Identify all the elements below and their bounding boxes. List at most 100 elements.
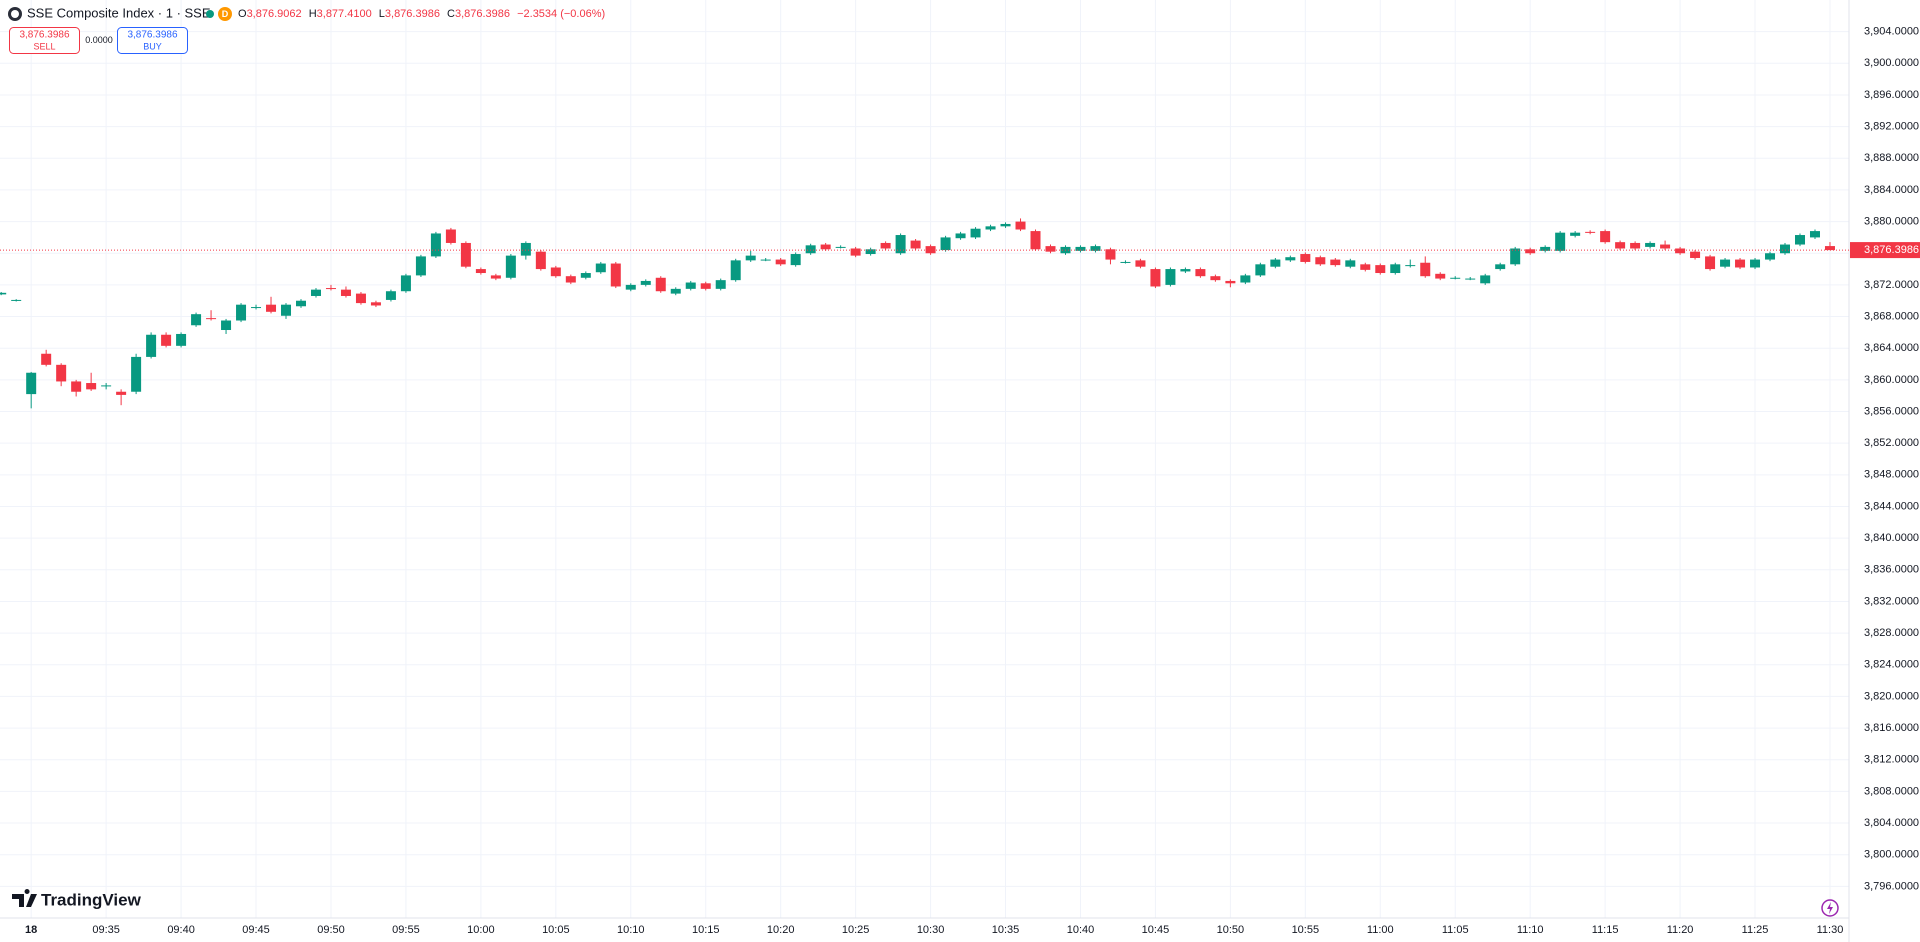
- y-tick-label: 3,856.0000: [1864, 405, 1919, 417]
- candle-body: [1495, 264, 1506, 270]
- sell-box[interactable]: [9, 27, 80, 54]
- candle-body: [1525, 249, 1536, 254]
- candle-body: [940, 237, 951, 251]
- last-price-label: 3,876.3986: [1864, 244, 1919, 256]
- candle-body: [865, 249, 876, 255]
- logo-text[interactable]: TradingView: [41, 890, 142, 909]
- y-tick-label: 3,872.0000: [1864, 279, 1919, 291]
- candle-body: [26, 372, 37, 395]
- candle-body: [640, 280, 651, 285]
- x-tick-label: 10:25: [842, 924, 870, 936]
- candle-body: [221, 320, 232, 331]
- buy-box[interactable]: [117, 27, 188, 54]
- candle-body: [146, 334, 157, 357]
- candle-body: [775, 259, 786, 265]
- y-tick-label: 3,852.0000: [1864, 437, 1919, 449]
- y-tick-label: 3,880.0000: [1864, 215, 1919, 227]
- candle-body: [1195, 269, 1206, 277]
- candle-body: [1795, 235, 1805, 245]
- axes: 3,796.0000 3,800.0000 3,804.0000 3,808.0000…: [0, 26, 1920, 936]
- candle-body: [206, 318, 217, 320]
- candle-body: [56, 364, 67, 382]
- x-tick-label: 10:20: [767, 924, 795, 936]
- symbol-icon-inner: [11, 10, 19, 18]
- tradingview-logo[interactable]: TradingView: [12, 889, 142, 909]
- candle-body: [400, 275, 411, 292]
- candle-body: [895, 235, 906, 254]
- y-tick-label: 3,884.0000: [1864, 184, 1919, 196]
- candle-body: [535, 251, 546, 270]
- candle-body: [1720, 259, 1731, 267]
- candle-body: [325, 288, 336, 290]
- candle-body: [610, 263, 621, 287]
- lightning-button[interactable]: [1821, 899, 1839, 917]
- candle-body: [1075, 246, 1086, 251]
- candle-body: [296, 300, 306, 307]
- candle-body: [730, 260, 741, 281]
- candle-body: [1570, 232, 1581, 236]
- sell-price[interactable]: 3,876.3986: [19, 30, 69, 41]
- candle-body: [1450, 277, 1461, 279]
- ohlc-values: O3,876.9062 H3,877.4100 L3,876.3986 C3,8…: [238, 8, 605, 20]
- candle-body: [670, 288, 681, 294]
- candle-body: [1405, 265, 1416, 267]
- candle-body: [101, 385, 112, 387]
- candle-body: [116, 391, 127, 395]
- y-tick-label: 3,820.0000: [1864, 690, 1919, 702]
- candle-body: [850, 248, 861, 256]
- candle-body: [1390, 264, 1401, 274]
- candle-body: [310, 289, 321, 296]
- lightning-icon[interactable]: [1827, 902, 1833, 914]
- candle-body: [176, 333, 187, 346]
- candle-body: [745, 255, 756, 261]
- candle-body: [1600, 231, 1611, 243]
- x-tick-label: 18: [25, 924, 37, 936]
- candle-body: [1750, 259, 1761, 268]
- buy-label[interactable]: BUY: [143, 41, 162, 51]
- candle-body: [595, 263, 606, 273]
- candle-body: [1585, 231, 1596, 233]
- market-status: [206, 10, 214, 18]
- buy-button[interactable]: 3,876.3986 BUY: [117, 27, 188, 54]
- candle-body: [1315, 257, 1326, 265]
- candles: [0, 218, 1835, 409]
- x-tick-label: 10:55: [1292, 924, 1320, 936]
- ohlc-value: 3,877.4100: [317, 8, 372, 20]
- candle-body: [1270, 259, 1281, 267]
- candle-body: [1255, 264, 1266, 276]
- candle-body: [970, 228, 981, 238]
- candle-body: [955, 233, 966, 239]
- candle-body: [1285, 257, 1296, 261]
- x-tick-label: 09:40: [167, 924, 195, 936]
- ohlc-value: 3,876.3986: [455, 8, 510, 20]
- candle-body: [430, 233, 441, 257]
- candle-body: [1360, 264, 1371, 270]
- candle-body: [1180, 269, 1191, 272]
- sell-button[interactable]: 3,876.3986 SELL: [9, 27, 80, 54]
- y-tick-label: 3,892.0000: [1864, 121, 1919, 133]
- candle-body: [86, 383, 97, 390]
- candle-body: [1105, 249, 1116, 260]
- candle-body: [355, 293, 366, 304]
- candle-body: [266, 304, 277, 312]
- candle-body: [580, 273, 591, 278]
- candle-body: [71, 381, 82, 392]
- ohlc-value: 3,876.9062: [247, 8, 302, 20]
- x-tick-label: 11:30: [1817, 924, 1844, 936]
- candle-body: [161, 334, 172, 346]
- candle-body: [835, 246, 846, 248]
- candle-body: [985, 226, 996, 230]
- candle-body: [460, 242, 471, 267]
- logo-icon[interactable]: [12, 889, 37, 907]
- candle-body: [655, 277, 666, 292]
- candle-body: [1540, 246, 1551, 251]
- lightning-circle[interactable]: [1821, 899, 1839, 917]
- badge: D: [222, 9, 229, 19]
- buy-price[interactable]: 3,876.3986: [127, 30, 177, 41]
- sell-label[interactable]: SELL: [33, 41, 55, 51]
- candle-body: [505, 255, 516, 278]
- candle-body: [1510, 248, 1521, 265]
- candle-body: [0, 292, 7, 295]
